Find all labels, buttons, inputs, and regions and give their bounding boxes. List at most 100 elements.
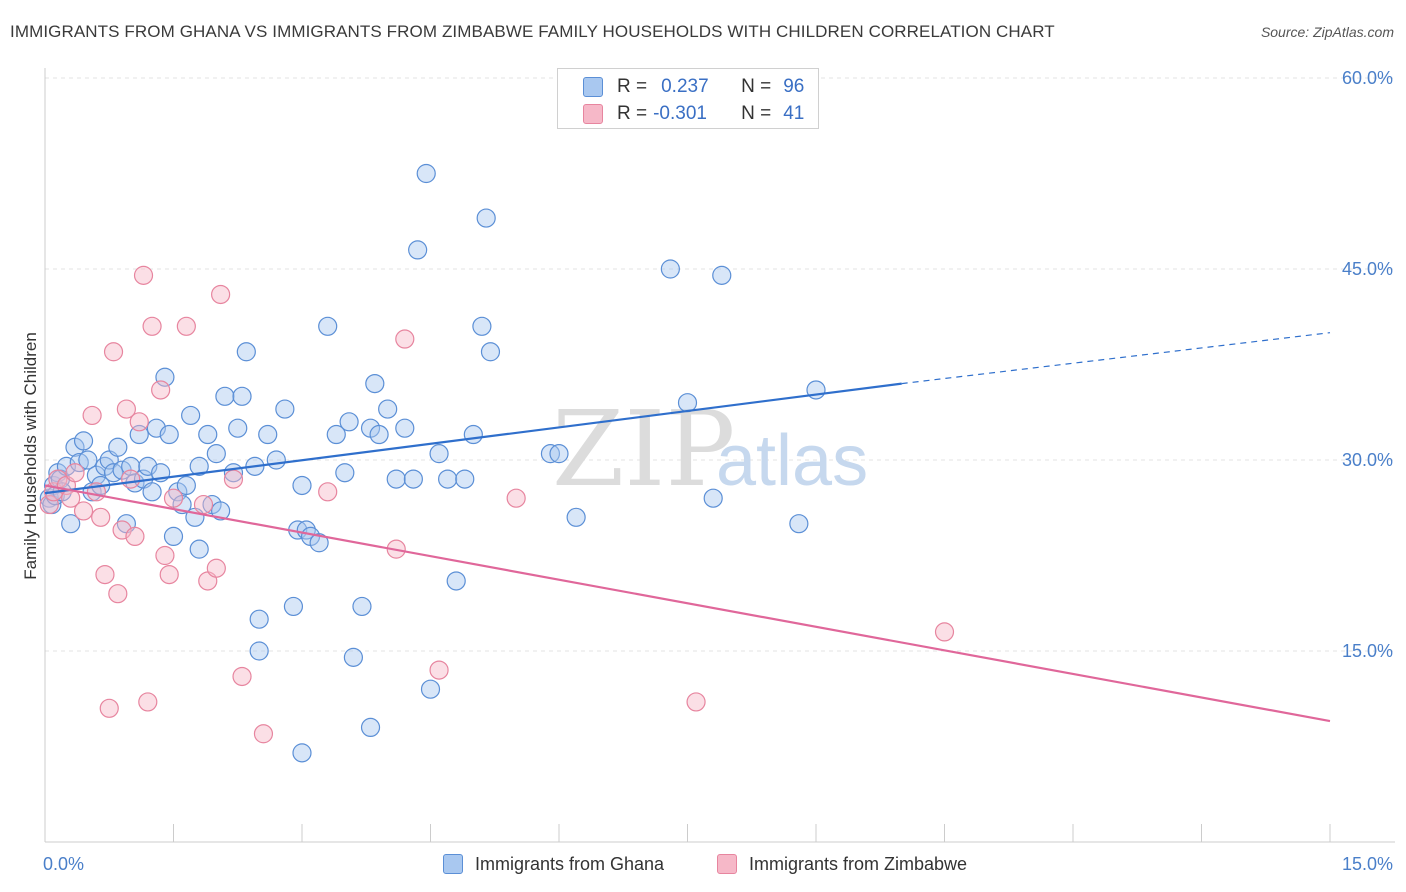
zimbabwe-swatch — [583, 104, 603, 124]
source-label: Source: ZipAtlas.com — [1260, 24, 1394, 40]
zimbabwe-points — [39, 265, 955, 744]
ghana-point — [549, 444, 569, 464]
zimbabwe-point — [121, 469, 141, 489]
zimbabwe-point — [73, 501, 94, 521]
y-tick-label: 30.0% — [1342, 450, 1393, 470]
ghana-point — [395, 418, 415, 438]
r-value: -0.301 — [653, 103, 707, 124]
ghana-point — [416, 163, 436, 184]
n-value: 96 — [783, 76, 805, 97]
zimbabwe-point — [223, 469, 244, 489]
y-tick-labels: 15.0% 30.0% 45.0% 60.0% — [1342, 68, 1393, 661]
zimbabwe-point — [138, 692, 158, 712]
ghana-point — [181, 405, 201, 426]
legend-row-zimbabwe: R = -0.301 N = 41 — [583, 102, 804, 126]
zimbabwe-point — [103, 342, 124, 362]
zimbabwe-point — [151, 380, 171, 400]
zimbabwe-point — [91, 507, 111, 527]
bottom-legend-ghana: Immigrants from Ghana — [443, 852, 664, 876]
ghana-point — [343, 647, 363, 667]
n-label: N = — [741, 76, 772, 97]
ghana-point — [326, 424, 346, 445]
ghana-point — [211, 501, 231, 521]
x-tick-labels: 0.0% 15.0% — [43, 854, 1393, 874]
zimbabwe-point — [193, 494, 214, 515]
ghana-point — [275, 399, 295, 419]
ghana-legend-label: Immigrants from Ghana — [475, 853, 665, 874]
zimbabwe-point — [116, 399, 136, 419]
ghana-point — [408, 240, 428, 260]
ghana-point — [472, 316, 492, 336]
ghana-point — [159, 424, 179, 445]
ghana-point — [309, 533, 329, 553]
zimbabwe-point — [129, 412, 149, 432]
trend-lines — [44, 332, 1331, 723]
ghana-point — [258, 424, 278, 445]
ghana-legend-swatch — [443, 854, 463, 874]
ghana-point — [318, 316, 338, 336]
zimbabwe-trend-line — [44, 484, 1331, 723]
ghana-point — [429, 444, 449, 464]
chart-title: IMMIGRANTS FROM GHANA VS IMMIGRANTS FROM… — [10, 22, 1055, 41]
ghana-point — [712, 265, 732, 285]
zimbabwe-point — [506, 488, 526, 508]
zimbabwe-point — [155, 545, 175, 566]
zimbabwe-point — [95, 564, 115, 585]
r-label: R = — [617, 103, 648, 124]
zimbabwe-point — [159, 564, 179, 585]
ghana-point — [365, 374, 385, 394]
zimbabwe-point — [232, 666, 252, 687]
bottom-legend-zimbabwe: Immigrants from Zimbabwe — [717, 852, 967, 876]
ghana-point — [198, 424, 218, 445]
legend-row-ghana: R = 0.237 N = 96 — [583, 75, 804, 99]
zimbabwe-point — [429, 660, 449, 680]
ghana-trend-extension — [901, 332, 1331, 385]
ghana-point — [78, 450, 98, 470]
zimbabwe-point — [395, 329, 415, 349]
ghana-point — [228, 418, 248, 438]
ghana-point — [189, 539, 209, 559]
x-tick-label: 0.0% — [43, 854, 84, 874]
ghana-point — [266, 450, 286, 470]
ghana-point — [463, 424, 483, 445]
watermark-atlas: atlas — [716, 421, 868, 501]
y-tick-label: 60.0% — [1342, 68, 1393, 88]
ghana-point — [677, 393, 698, 413]
ghana-point — [369, 424, 389, 445]
zimbabwe-point — [318, 482, 338, 502]
ghana-swatch — [583, 77, 603, 97]
zimbabwe-point — [934, 622, 955, 642]
zimbabwe-point — [133, 265, 154, 285]
ghana-points — [39, 163, 826, 763]
ghana-point — [403, 469, 423, 489]
ghana-point — [189, 456, 209, 476]
zimbabwe-point — [99, 698, 119, 718]
n-value: 41 — [783, 103, 805, 124]
zimbabwe-point — [206, 558, 226, 578]
ghana-point — [249, 641, 269, 661]
zimbabwe-point — [686, 692, 706, 712]
ghana-point — [292, 743, 312, 763]
ghana-point — [352, 596, 372, 617]
ghana-point — [480, 342, 501, 362]
ghana-point — [176, 475, 196, 496]
ghana-point — [236, 342, 256, 362]
zimbabwe-point — [163, 488, 184, 508]
x-tick-label: 15.0% — [1342, 854, 1393, 874]
ghana-point — [438, 469, 458, 489]
ghana-point — [249, 609, 269, 629]
correlation-legend: R = 0.237 N = 96 R = -0.301 N = 41 — [557, 68, 819, 129]
y-tick-label: 45.0% — [1342, 259, 1393, 279]
ghana-point — [420, 679, 441, 699]
ghana-point — [360, 717, 381, 738]
r-value: 0.237 — [661, 76, 709, 97]
ghana-point — [292, 475, 312, 496]
zimbabwe-legend-label: Immigrants from Zimbabwe — [749, 853, 968, 874]
n-label: N = — [741, 103, 772, 124]
ghana-point — [155, 367, 175, 387]
zimbabwe-point — [65, 463, 85, 483]
watermark: ZIP atlas — [552, 388, 868, 510]
zimbabwe-point — [176, 316, 196, 336]
axes — [44, 68, 1395, 843]
